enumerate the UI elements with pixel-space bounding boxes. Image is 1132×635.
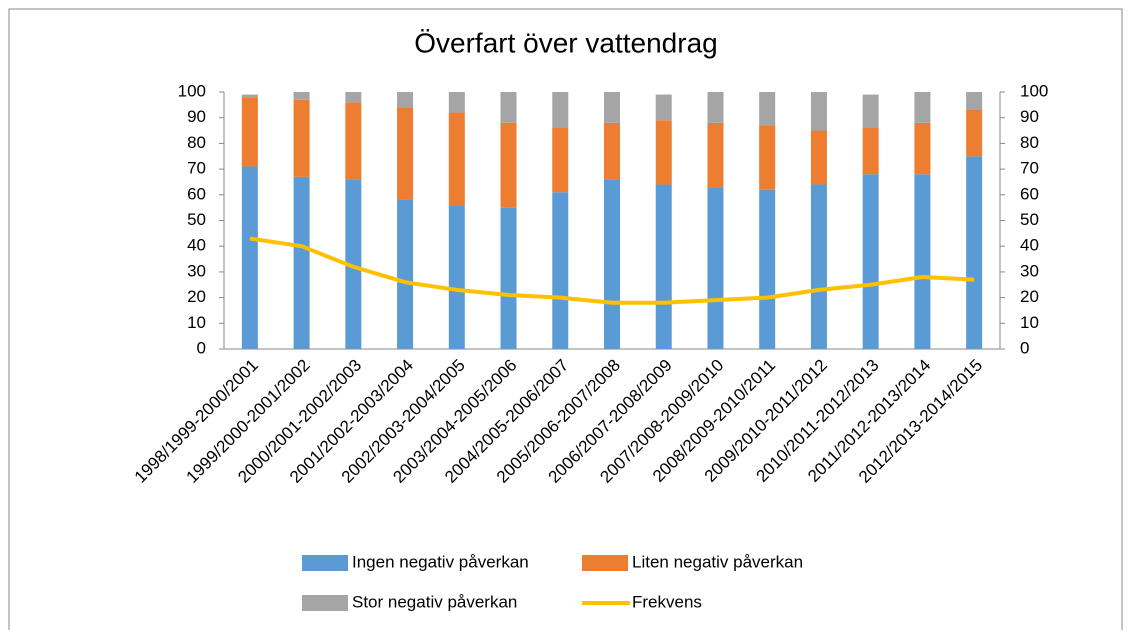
bar-segment <box>759 92 776 126</box>
bar-segment <box>241 166 258 349</box>
bar-segment <box>397 107 414 200</box>
bar-segment <box>914 122 931 175</box>
y-tick-label: 100 <box>178 81 206 100</box>
bar-segment <box>500 122 517 208</box>
bar-segment <box>604 122 620 180</box>
chart-title: Överfart över vattendrag <box>414 27 717 58</box>
bar-segment <box>293 176 310 349</box>
y2-tick-label: 0 <box>1020 338 1029 357</box>
bar-segment <box>759 189 776 349</box>
legend-swatch <box>582 555 628 571</box>
bar-segment <box>241 94 258 98</box>
bar-segment <box>552 92 569 128</box>
bar-segment <box>345 102 362 180</box>
legend-swatch <box>302 555 348 571</box>
bar-segment <box>810 130 827 185</box>
bar-segment <box>914 174 931 349</box>
bar-segment <box>552 192 569 349</box>
bar-segment <box>810 184 827 349</box>
bar-segment <box>241 97 258 167</box>
bar-segment <box>862 127 879 175</box>
y2-tick-label: 20 <box>1020 287 1039 306</box>
bar-segment <box>397 92 414 108</box>
legend-swatch <box>302 595 348 611</box>
y2-tick-label: 60 <box>1020 184 1039 203</box>
bar-segment <box>759 125 776 190</box>
bar-segment <box>448 112 465 206</box>
bar-segment <box>552 127 569 193</box>
y-tick-label: 80 <box>187 133 206 152</box>
y2-tick-label: 70 <box>1020 159 1039 178</box>
y-tick-label: 50 <box>187 210 206 229</box>
bar-segment <box>655 94 672 121</box>
y-tick-label: 10 <box>187 313 206 332</box>
bar-segment <box>966 156 983 349</box>
legend-label: Ingen negativ påverkan <box>352 552 529 571</box>
y2-tick-label: 80 <box>1020 133 1039 152</box>
y-tick-label: 30 <box>187 261 206 280</box>
y2-tick-label: 100 <box>1020 81 1048 100</box>
bar-segment <box>604 179 620 349</box>
line-series <box>249 236 975 305</box>
bar-segment <box>397 199 414 349</box>
y2-tick-label: 90 <box>1020 107 1039 126</box>
bar-segment <box>707 92 724 123</box>
y2-tick-label: 30 <box>1020 261 1039 280</box>
bar-segment <box>500 207 517 349</box>
bar-segment <box>293 99 310 177</box>
bar-segment <box>862 94 879 128</box>
y-tick-label: 90 <box>187 107 206 126</box>
y-tick-label: 60 <box>187 184 206 203</box>
bar-segment <box>862 174 879 349</box>
y2-tick-label: 50 <box>1020 210 1039 229</box>
bar-segment <box>345 92 362 103</box>
bar-segment <box>293 92 310 100</box>
bar-segment <box>707 187 724 349</box>
bar-segment <box>448 92 465 113</box>
y2-tick-label: 40 <box>1020 236 1039 255</box>
bar-segment <box>707 122 724 188</box>
legend-label: Liten negativ påverkan <box>632 552 803 571</box>
bar-segment <box>966 109 983 157</box>
bar-segment <box>500 92 517 123</box>
bar-segment <box>345 179 362 349</box>
bar-segment <box>655 184 672 349</box>
y-tick-label: 0 <box>197 338 206 357</box>
y2-tick-label: 10 <box>1020 313 1039 332</box>
bar-segment <box>448 205 465 349</box>
chart-frame <box>8 8 1123 635</box>
bar-segment <box>966 92 983 110</box>
bar-segment <box>914 92 931 123</box>
y-tick-label: 20 <box>187 287 206 306</box>
bar-segment <box>810 92 827 131</box>
bar-segment <box>655 120 672 185</box>
legend-label: Frekvens <box>632 592 702 611</box>
y-tick-label: 70 <box>187 159 206 178</box>
y-tick-label: 40 <box>187 236 206 255</box>
legend-label: Stor negativ påverkan <box>352 592 517 611</box>
bar-segment <box>604 92 620 123</box>
